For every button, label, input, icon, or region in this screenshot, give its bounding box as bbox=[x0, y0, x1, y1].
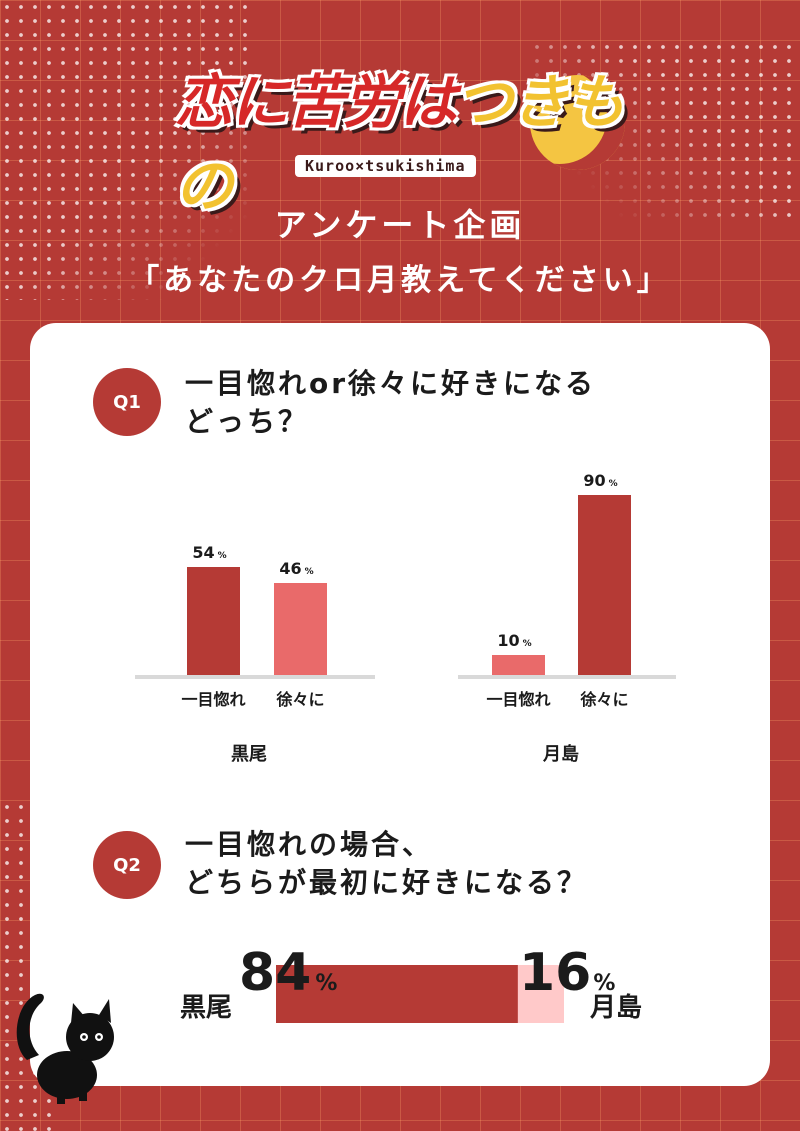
stacked-segment-2 bbox=[517, 965, 564, 1023]
data-label-2-1: 10% bbox=[497, 631, 531, 650]
chart2-title: 月島 bbox=[542, 743, 579, 765]
chart1-title: 黒尾 bbox=[231, 744, 267, 765]
bar-1-2 bbox=[274, 583, 327, 675]
dot-pattern-top-left bbox=[0, 0, 250, 300]
q2-value-unit-2: % bbox=[593, 971, 615, 996]
logo-title-part1: 恋に苦労は bbox=[175, 68, 457, 136]
bar-2-1 bbox=[492, 655, 545, 675]
data-label-unit: % bbox=[523, 639, 532, 649]
data-label-1-2: 46% bbox=[279, 559, 313, 578]
logo-title-part2: つきもの bbox=[175, 68, 625, 220]
logo-title: 恋に苦労はつきもの bbox=[175, 55, 625, 223]
survey-subheading: 「あなたのクロ月教えてください」 bbox=[129, 263, 671, 298]
data-label-unit: % bbox=[218, 551, 227, 561]
data-label-2-2: 90% bbox=[583, 471, 617, 490]
q2-value-label-1: 84% bbox=[239, 943, 337, 1003]
q2-category-label-2: 月島 bbox=[589, 993, 642, 1023]
q1-question: 一目惚れor徐々に好きになる どっち？ bbox=[185, 367, 597, 438]
bar-2-2 bbox=[578, 495, 631, 675]
logo: 恋に苦労はつきもの Kuroo×tsukishima bbox=[175, 55, 625, 220]
black-cat-illustration bbox=[16, 993, 114, 1104]
results-card: Q1 一目惚れor徐々に好きになる どっち？ 54% 一目惚れ 46% 徐々に黒尾 10… bbox=[30, 323, 770, 1086]
data-label-unit: % bbox=[609, 479, 618, 489]
category-label-2-1: 一目惚れ bbox=[486, 690, 550, 709]
bar-1-1 bbox=[187, 567, 240, 675]
moon-icon bbox=[530, 75, 625, 170]
category-label-1-2: 徐々に bbox=[275, 690, 324, 709]
q2-question: 一目惚れの場合、 どちらが最初に好きになる？ bbox=[185, 828, 589, 899]
data-label-1-1: 54% bbox=[192, 543, 226, 562]
category-label-1-1: 一目惚れ bbox=[181, 690, 245, 709]
q1-badge: Q1 bbox=[93, 368, 161, 436]
category-label-2-2: 徐々に bbox=[579, 690, 628, 709]
data-label-unit: % bbox=[305, 567, 314, 577]
chart2-baseline bbox=[458, 675, 676, 679]
q2-badge: Q2 bbox=[93, 831, 161, 899]
q2-value-unit-1: % bbox=[315, 971, 337, 996]
chart1-baseline bbox=[135, 675, 375, 679]
q2-chart: 84% 16%黒尾 月島 bbox=[180, 943, 642, 1023]
stacked-segment-1 bbox=[276, 965, 518, 1023]
q2-category-label-1: 黒尾 bbox=[180, 993, 232, 1023]
survey-heading: アンケート企画 bbox=[274, 206, 526, 244]
logo-subtitle: Kuroo×tsukishima bbox=[295, 155, 476, 177]
